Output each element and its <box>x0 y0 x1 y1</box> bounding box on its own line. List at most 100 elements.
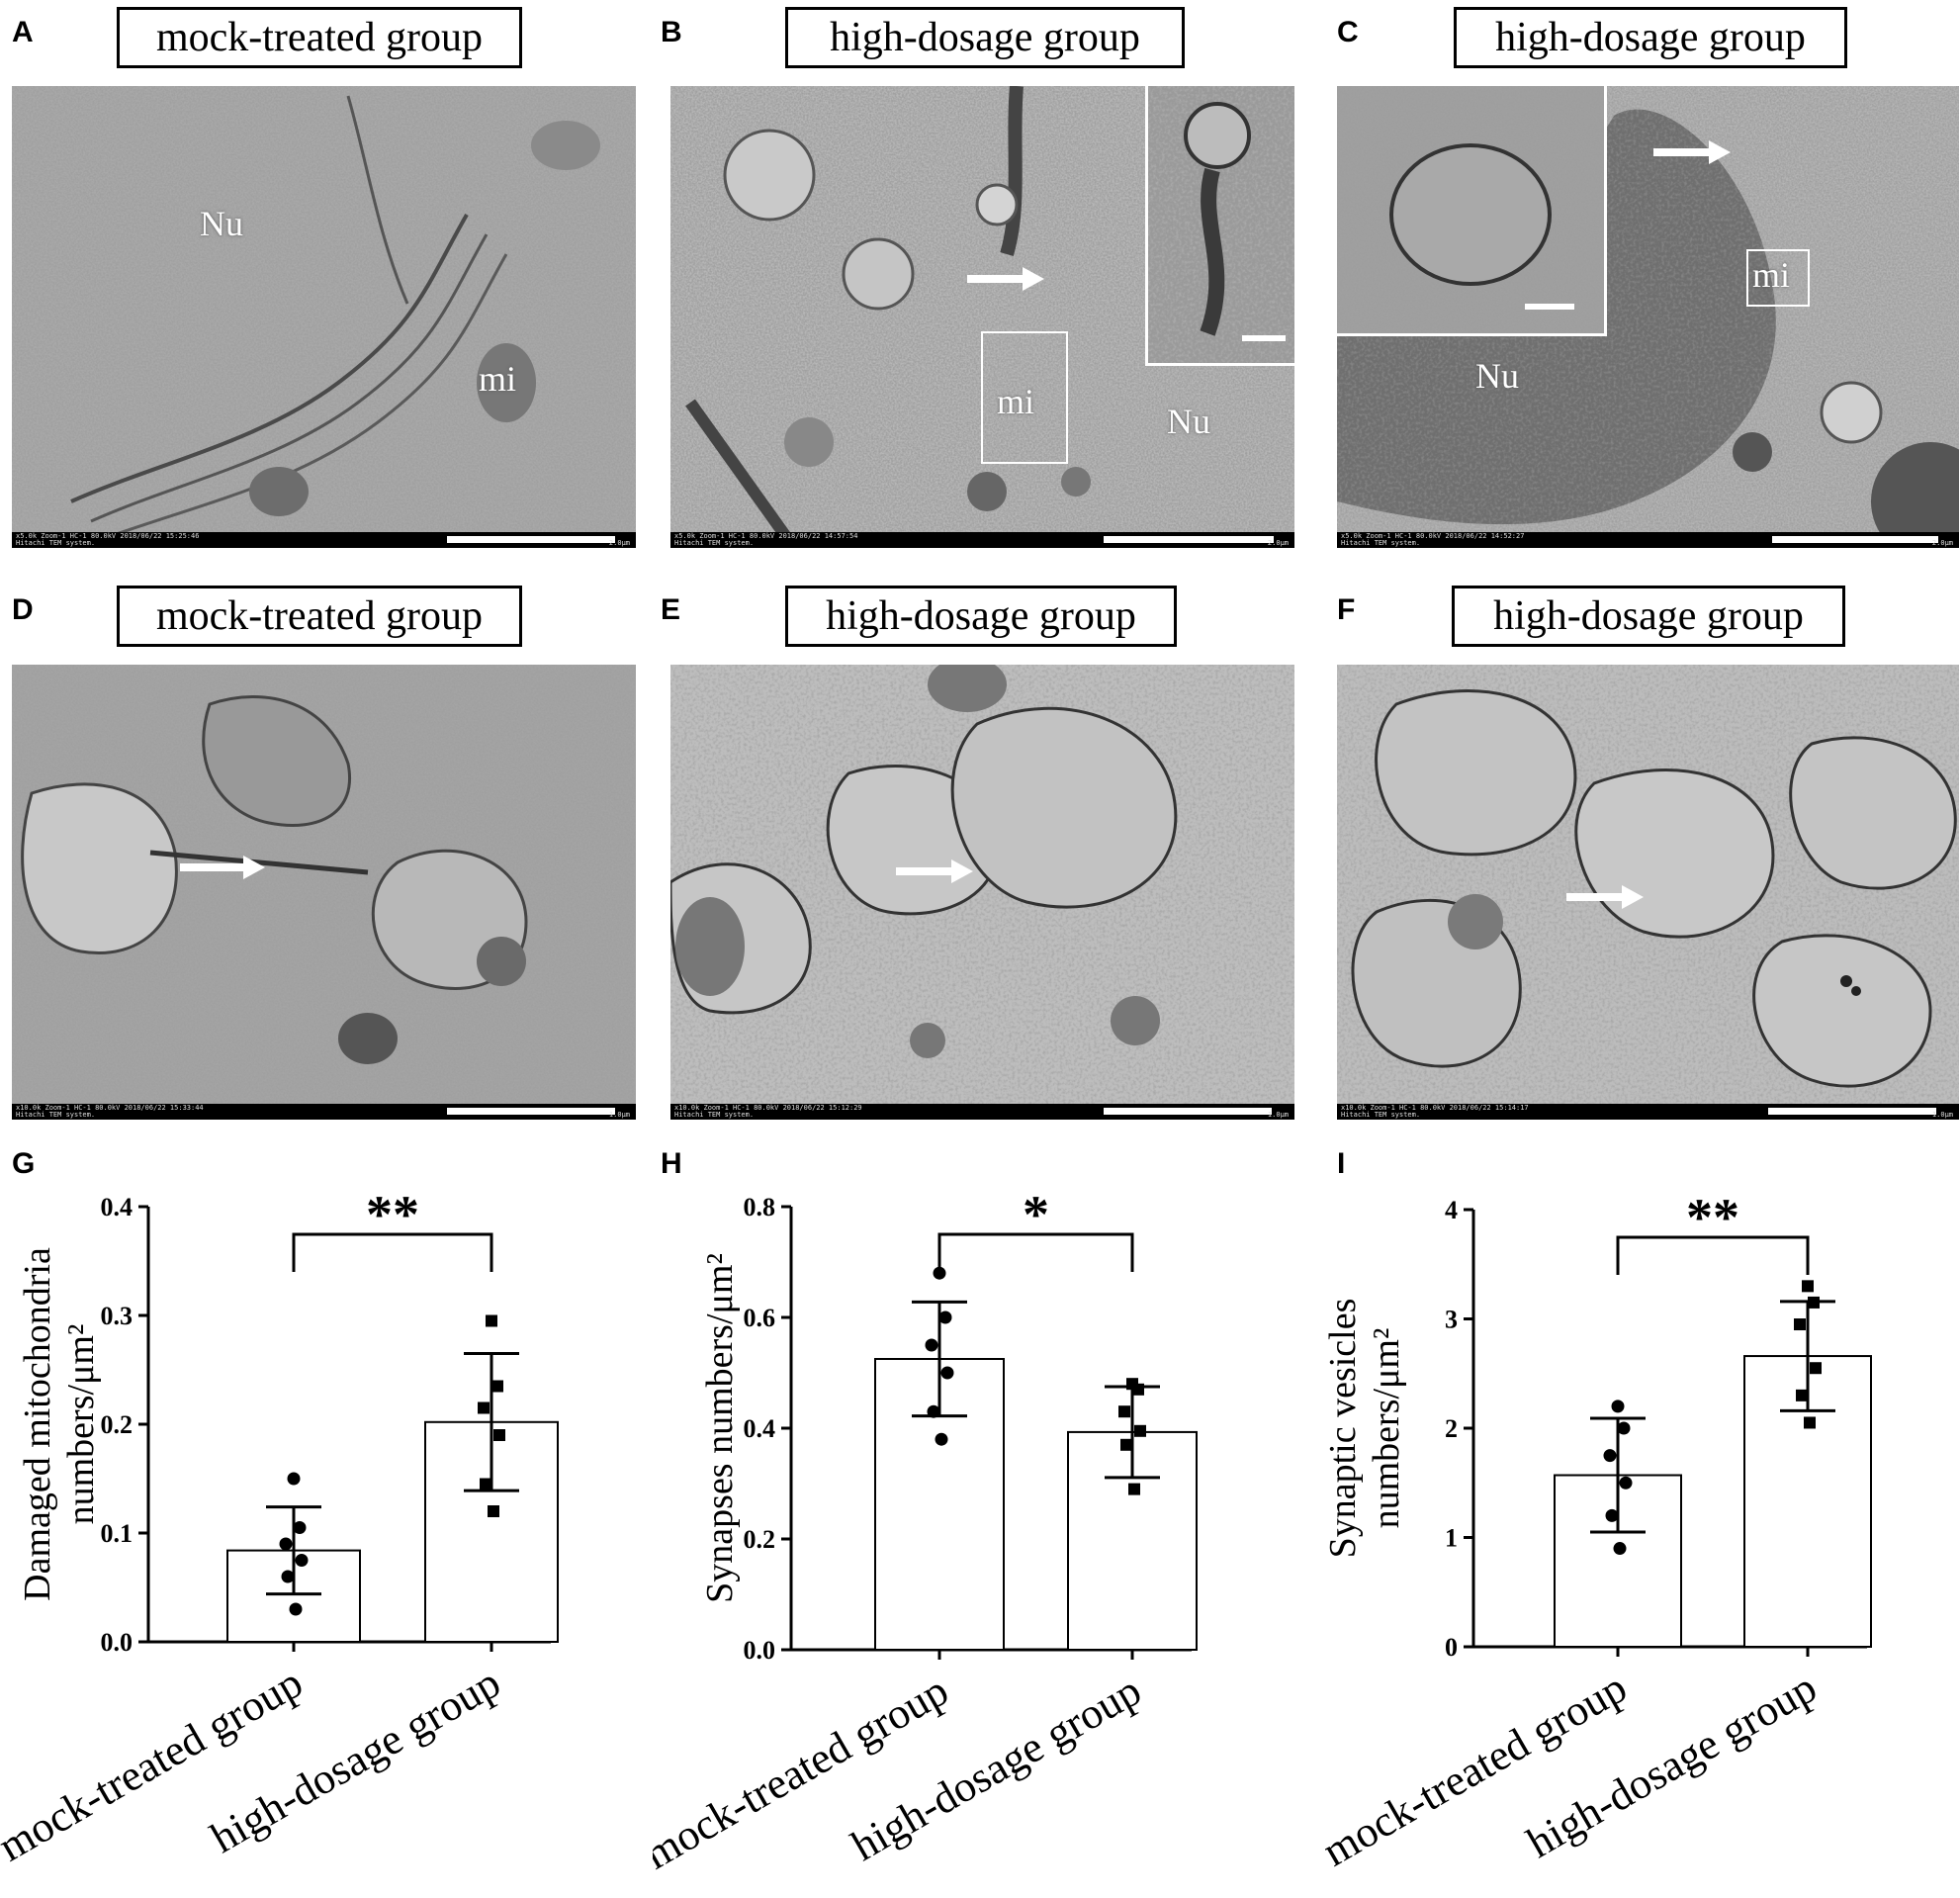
chart-h: 0.0 0.2 0.4 0.6 0.8 Synapses numbers/μm² mock-… <box>653 1185 1198 1879</box>
y-axis-label-line1: Damaged mitochondria <box>17 1247 58 1601</box>
data-point <box>1619 1476 1633 1490</box>
scale-strip: x5.0k Zoom-1 HC-1 80.0kV 2018/06/22 14:5… <box>1337 532 1959 548</box>
micrograph-d: x10.0k Zoom-1 HC-1 80.0kV 2018/06/22 15:… <box>12 665 636 1120</box>
panel-letter-e: E <box>661 593 681 626</box>
y-tick-label: 0.4 <box>744 1414 776 1443</box>
inset-region-box <box>1746 249 1810 307</box>
data-point <box>293 1521 307 1534</box>
y-tick-label: 0.1 <box>101 1519 134 1548</box>
micrograph-c-inset <box>1337 86 1607 336</box>
data-point <box>1605 1508 1619 1522</box>
scale-strip: x5.0k Zoom-1 HC-1 80.0kV 2018/06/22 14:5… <box>670 532 1294 548</box>
panel-letter-a: A <box>12 16 34 48</box>
y-tick-label: 4 <box>1445 1196 1458 1224</box>
panel-c-group-label: high-dosage group <box>1454 7 1847 68</box>
data-point <box>1118 1405 1130 1418</box>
panel-letter-h: H <box>661 1147 682 1180</box>
data-point <box>1120 1438 1132 1451</box>
bar <box>226 1549 361 1644</box>
panel-letter-g: G <box>12 1147 36 1180</box>
data-point <box>281 1570 295 1583</box>
scale-strip: x10.0k Zoom-1 HC-1 80.0kV 2018/06/22 15:… <box>670 1104 1294 1120</box>
microscope-info: x10.0k Zoom-1 HC-1 80.0kV 2018/06/22 15:… <box>674 1104 862 1119</box>
micrograph-f: x10.0k Zoom-1 HC-1 80.0kV 2018/06/22 15:… <box>1337 665 1959 1120</box>
y-axis-label-line1: Synaptic vesicles <box>1325 1299 1364 1559</box>
scale-bar <box>1768 1108 1936 1115</box>
scale-bar <box>447 1108 615 1115</box>
microscope-info: x5.0k Zoom-1 HC-1 80.0kV 2018/06/22 14:5… <box>674 532 858 547</box>
data-point <box>1796 1389 1808 1401</box>
data-point <box>491 1380 503 1393</box>
scale-strip: x5.0k Zoom-1 HC-1 80.0kV 2018/06/22 15:2… <box>12 532 636 548</box>
panel-e-group-label: high-dosage group <box>785 586 1177 647</box>
bar <box>1067 1430 1198 1652</box>
y-tick-label: 0.2 <box>101 1410 134 1439</box>
scale-label: 2.0μm <box>608 539 630 547</box>
label-nu: Nu <box>200 204 243 243</box>
data-point <box>287 1472 301 1486</box>
scale-strip: x10.0k Zoom-1 HC-1 80.0kV 2018/06/22 15:… <box>12 1104 636 1120</box>
data-point <box>1134 1424 1146 1437</box>
data-point <box>480 1478 491 1491</box>
scale-bar <box>1104 1108 1272 1115</box>
white-arrow-icon <box>1653 140 1731 164</box>
data-point <box>1794 1318 1806 1331</box>
label-mi: mi <box>1752 255 1791 295</box>
white-arrow-icon <box>1566 885 1644 909</box>
significance-marker: * <box>1023 1185 1049 1244</box>
y-tick-label: 0.0 <box>744 1636 776 1665</box>
data-point <box>940 1366 954 1380</box>
micrograph-e: x10.0k Zoom-1 HC-1 80.0kV 2018/06/22 15:… <box>670 665 1294 1120</box>
data-point <box>1603 1449 1617 1463</box>
chart-i: 0 1 2 3 4 Synaptic vesicles numbers/μm² mock-tr… <box>1325 1188 1872 1876</box>
significance-bracket <box>937 1232 1134 1272</box>
inset-scale-bar <box>1242 335 1286 341</box>
y-tick-label: 1 <box>1445 1524 1458 1553</box>
label-nu: Nu <box>1167 402 1210 441</box>
scale-label: 2.0μm <box>1267 539 1289 547</box>
data-point <box>279 1537 293 1551</box>
label-mi: mi <box>997 382 1035 421</box>
y-tick-label: 0.2 <box>744 1525 776 1554</box>
scale-bar <box>1104 536 1274 543</box>
scale-bar <box>447 536 615 543</box>
panel-d-group-label: mock-treated group <box>117 586 522 647</box>
panel-b-group-label: high-dosage group <box>785 7 1185 68</box>
inset-region-box <box>981 331 1068 464</box>
x-tick-label: mock-treated group <box>1325 1663 1635 1875</box>
panel-letter-i: I <box>1337 1147 1346 1180</box>
y-tick-label: 0.0 <box>101 1628 134 1657</box>
inset-scale-bar <box>1525 304 1574 310</box>
y-tick-label: 2 <box>1445 1414 1458 1443</box>
y-tick-label: 0 <box>1445 1633 1458 1662</box>
data-point <box>933 1266 946 1280</box>
y-tick-label: 0.3 <box>101 1302 134 1330</box>
data-point <box>295 1554 309 1567</box>
panel-letter-f: F <box>1337 593 1356 626</box>
data-point <box>938 1311 952 1324</box>
scale-bar <box>1772 536 1938 543</box>
data-point <box>1802 1280 1814 1293</box>
y-axis-label: Synapses numbers/μm² <box>699 1253 741 1603</box>
micrograph-a: Nu mi x5.0k Zoom-1 HC-1 80.0kV 2018/06/2… <box>12 86 636 548</box>
panel-letter-d: D <box>12 593 34 626</box>
label-nu: Nu <box>1475 356 1519 396</box>
data-point <box>478 1401 490 1414</box>
data-point <box>1128 1483 1140 1495</box>
data-point <box>488 1505 499 1517</box>
significance-bracket <box>292 1232 493 1272</box>
scale-strip: x10.0k Zoom-1 HC-1 80.0kV 2018/06/22 15:… <box>1337 1104 1959 1120</box>
microscope-info: x5.0k Zoom-1 HC-1 80.0kV 2018/06/22 14:5… <box>1341 532 1525 547</box>
label-mi: mi <box>479 359 517 399</box>
microscope-info: x10.0k Zoom-1 HC-1 80.0kV 2018/06/22 15:… <box>1341 1104 1529 1119</box>
significance-marker: ** <box>366 1185 419 1244</box>
y-tick-label: 0.8 <box>744 1193 776 1221</box>
data-point <box>927 1404 940 1418</box>
y-axis-label-line2: numbers/μm² <box>60 1324 102 1525</box>
data-point <box>935 1432 948 1446</box>
data-point <box>1611 1400 1625 1413</box>
data-point <box>289 1602 303 1616</box>
micrograph-b-inset <box>1145 86 1294 366</box>
white-arrow-icon <box>967 267 1044 291</box>
data-point <box>925 1338 938 1352</box>
